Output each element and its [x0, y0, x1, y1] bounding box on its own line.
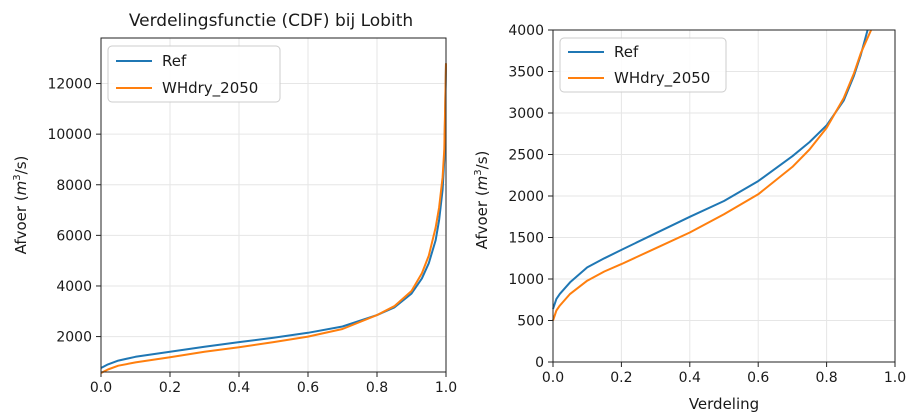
- x-tick-label: 1.0: [884, 370, 906, 386]
- x-tick-label: 0.2: [610, 370, 632, 386]
- y-tick-label: 2000: [56, 330, 92, 346]
- chart-right-x-ticks: 0.0 0.2 0.4 0.6 0.8 1.0: [542, 362, 906, 386]
- y-tick-label: 1000: [508, 272, 544, 288]
- chart-right-legend-label-whdry: WHdry_2050: [614, 69, 710, 88]
- chart-right-legend-label-ref: Ref: [614, 43, 639, 61]
- x-tick-label: 0.8: [815, 370, 837, 386]
- series-line-ref: [100, 63, 447, 369]
- chart-left-y-ticks: 2000 4000 6000 8000 10000 12000: [47, 77, 101, 346]
- chart-left-x-ticks: 0.0 0.2 0.4 0.6 0.8 1.0: [90, 372, 457, 396]
- x-tick-label: 0.0: [542, 370, 564, 386]
- y-tick-label: 2500: [508, 148, 544, 164]
- chart-left-legend: Ref WHdry_2050: [107, 45, 281, 103]
- x-tick-label: 0.6: [297, 380, 319, 396]
- y-tick-label: 6000: [56, 228, 92, 244]
- series-line-whdry-2050: [100, 63, 447, 374]
- x-tick-label: 0.4: [679, 370, 701, 386]
- chart-left-title: Verdelingsfunctie (CDF) bij Lobith: [129, 11, 413, 31]
- chart-left-y-axis-label: Afvoer (m3/s): [12, 156, 30, 255]
- chart-left-legend-label-whdry: WHdry_2050: [162, 79, 258, 98]
- x-tick-label: 0.0: [90, 380, 112, 396]
- y-tick-label: 0: [535, 355, 544, 371]
- chart-right-y-axis-label: Afvoer (m3/s): [473, 151, 491, 250]
- chart-left: Verdelingsfunctie (CDF) bij Lobith 0.0 0.…: [12, 11, 457, 396]
- chart-left-plot-frame: [100, 37, 447, 373]
- chart-left-series: [100, 63, 447, 374]
- chart-left-legend-label-ref: Ref: [162, 52, 187, 70]
- chart-right-x-axis-label: Verdeling: [689, 395, 759, 412]
- chart-right-legend: Ref WHdry_2050: [559, 37, 727, 93]
- y-tick-label: 10000: [47, 127, 92, 143]
- x-tick-label: 0.6: [747, 370, 769, 386]
- chart-right: 0.0 0.2 0.4 0.6 0.8 1.0 0 500 1000 1500 2000 2500 3…: [473, 23, 906, 412]
- y-tick-label: 12000: [47, 77, 92, 93]
- y-tick-label: 4000: [508, 23, 544, 39]
- x-tick-label: 1.0: [435, 380, 457, 396]
- chart-right-y-ticks: 0 500 1000 1500 2000 2500 3000 3500 4000: [508, 23, 553, 371]
- x-tick-label: 0.4: [228, 380, 250, 396]
- series-line-whdry-2050: [552, 29, 873, 321]
- y-tick-label: 2000: [508, 189, 544, 205]
- y-tick-label: 3500: [508, 65, 544, 81]
- y-tick-label: 500: [517, 314, 544, 330]
- y-tick-label: 3000: [508, 106, 544, 122]
- y-tick-label: 1500: [508, 231, 544, 247]
- chart-right-series: [552, 29, 873, 321]
- x-tick-label: 0.2: [159, 380, 181, 396]
- y-tick-label: 8000: [56, 178, 92, 194]
- x-tick-label: 0.8: [366, 380, 388, 396]
- y-tick-label: 4000: [56, 279, 92, 295]
